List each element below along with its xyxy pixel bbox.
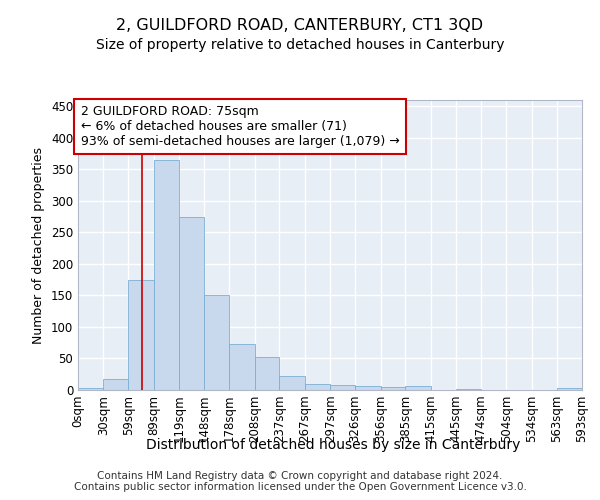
Bar <box>380 387 405 390</box>
Text: Size of property relative to detached houses in Canterbury: Size of property relative to detached ho… <box>96 38 504 52</box>
Bar <box>179 216 204 390</box>
Text: Distribution of detached houses by size in Canterbury: Distribution of detached houses by size … <box>146 438 520 452</box>
Text: 2, GUILDFORD ROAD, CANTERBURY, CT1 3QD: 2, GUILDFORD ROAD, CANTERBURY, CT1 3QD <box>116 18 484 32</box>
Bar <box>154 160 179 390</box>
Bar <box>103 378 128 390</box>
Bar <box>355 386 380 390</box>
Bar <box>280 376 305 390</box>
Bar <box>456 388 481 390</box>
Text: 2 GUILDFORD ROAD: 75sqm
← 6% of detached houses are smaller (71)
93% of semi-det: 2 GUILDFORD ROAD: 75sqm ← 6% of detached… <box>80 105 399 148</box>
Bar <box>78 388 103 390</box>
Bar <box>204 296 229 390</box>
Y-axis label: Number of detached properties: Number of detached properties <box>32 146 46 344</box>
Bar <box>128 280 154 390</box>
Text: Contains HM Land Registry data © Crown copyright and database right 2024.
Contai: Contains HM Land Registry data © Crown c… <box>74 471 526 492</box>
Bar <box>305 384 331 390</box>
Bar <box>405 386 431 390</box>
Bar <box>557 388 582 390</box>
Bar <box>255 356 280 390</box>
Bar <box>229 344 255 390</box>
Bar <box>331 385 355 390</box>
